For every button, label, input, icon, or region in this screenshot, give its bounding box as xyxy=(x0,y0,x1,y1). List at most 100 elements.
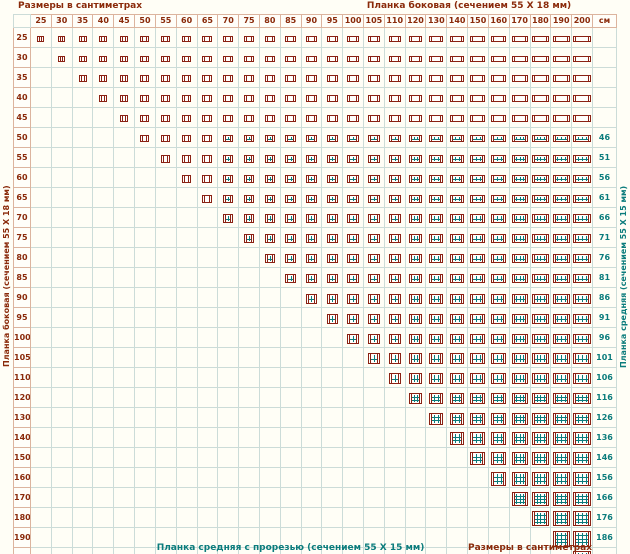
frame-icon xyxy=(409,234,423,243)
side-plank-line xyxy=(125,56,127,61)
row-header: 75 xyxy=(13,227,31,248)
middle-plank-slotted-line xyxy=(288,198,294,200)
frame-icon xyxy=(285,194,297,203)
frame-icon xyxy=(409,393,423,404)
middle-plank-slotted-line xyxy=(432,258,441,260)
empty-cell xyxy=(50,527,73,548)
middle-plank-slotted-line xyxy=(555,378,567,380)
frame-icon xyxy=(552,55,570,62)
frame-icon xyxy=(409,313,423,324)
frame-icon xyxy=(450,55,465,62)
side-plank-line xyxy=(313,56,315,61)
frame-icon xyxy=(531,353,549,364)
frame-icon xyxy=(182,75,192,82)
middle-plank-slotted-line xyxy=(576,521,589,523)
frame-icon xyxy=(552,254,570,263)
side-plank-line xyxy=(440,96,442,101)
side-plank-line xyxy=(533,354,535,363)
size-cell xyxy=(446,67,469,88)
side-plank-line xyxy=(376,275,378,282)
size-cell xyxy=(487,107,510,128)
side-plank-line xyxy=(246,235,248,242)
side-plank-line xyxy=(397,314,399,323)
side-plank-line xyxy=(163,36,165,41)
empty-cell xyxy=(217,347,240,368)
frame-icon xyxy=(244,35,255,42)
side-plank-line xyxy=(554,294,556,303)
middle-plank-slotted-line xyxy=(534,397,546,398)
side-plank-line xyxy=(251,215,253,222)
empty-cell xyxy=(113,187,136,208)
size-cell xyxy=(175,47,198,68)
frame-icon xyxy=(285,75,297,82)
side-plank-line xyxy=(493,136,495,141)
side-plank-line xyxy=(482,215,484,222)
side-plank-line xyxy=(431,314,433,323)
side-plank-line xyxy=(184,175,186,182)
side-plank-line xyxy=(588,255,590,262)
side-plank-line xyxy=(503,413,505,424)
empty-cell xyxy=(50,127,73,148)
size-cell xyxy=(363,47,385,68)
middle-plank-slotted-line xyxy=(514,378,525,380)
empty-cell xyxy=(217,487,240,508)
size-cell xyxy=(383,307,406,328)
frame-icon xyxy=(367,174,380,183)
middle-plank-slotted-line xyxy=(534,198,546,200)
middle-plank-line xyxy=(544,473,546,484)
frame-icon xyxy=(326,135,338,142)
middle-plank-slotted-line xyxy=(555,338,567,340)
empty-cell xyxy=(238,287,260,308)
side-plank-line xyxy=(101,36,103,41)
side-plank-line xyxy=(575,394,577,403)
side-plank-line xyxy=(419,76,421,81)
side-plank-line xyxy=(287,116,289,121)
side-plank-line xyxy=(440,116,442,121)
side-plank-line xyxy=(188,96,190,101)
side-plank-line xyxy=(390,136,392,141)
side-plank-line xyxy=(461,235,463,242)
side-plank-line xyxy=(588,76,590,81)
side-plank-line xyxy=(566,354,568,363)
side-plank-line xyxy=(230,56,232,61)
frame-icon xyxy=(552,333,570,344)
size-cell xyxy=(550,387,573,408)
row-header: 200 xyxy=(13,547,31,554)
middle-plank-line xyxy=(516,434,518,443)
middle-plank-slotted-line xyxy=(432,378,441,380)
middle-plank-slotted-line xyxy=(391,358,398,360)
frame-icon xyxy=(552,293,570,304)
side-plank-line xyxy=(452,394,454,403)
side-plank-line xyxy=(472,56,474,61)
middle-plank-slotted-line xyxy=(391,158,398,160)
side-plank-line xyxy=(287,136,289,141)
row-header: 90 xyxy=(13,287,31,308)
side-plank-line xyxy=(482,56,484,61)
middle-plank-line xyxy=(519,395,521,402)
frame-icon xyxy=(347,135,360,142)
side-plank-line xyxy=(440,155,442,162)
side-plank-line xyxy=(328,56,330,61)
size-cell xyxy=(425,107,448,128)
size-cell xyxy=(404,47,427,68)
side-plank-line xyxy=(328,275,330,282)
size-cell xyxy=(550,207,573,228)
side-plank-line xyxy=(452,294,454,303)
frame-icon xyxy=(409,274,423,283)
size-cell xyxy=(175,67,198,88)
side-plank-line xyxy=(356,334,358,343)
middle-plank-slotted-line xyxy=(555,198,567,200)
size-cell xyxy=(363,247,385,268)
size-cell xyxy=(258,247,281,268)
empty-cell xyxy=(467,467,489,488)
side-plank-line xyxy=(334,56,336,61)
side-plank-line xyxy=(122,76,124,81)
side-plank-line xyxy=(482,136,484,141)
size-cell xyxy=(238,227,260,248)
middle-plank-slotted-line xyxy=(412,298,420,300)
row-header: 70 xyxy=(13,207,31,228)
size-cell xyxy=(529,87,552,108)
side-plank-line xyxy=(349,215,351,222)
side-plank-line xyxy=(452,413,454,424)
side-plank-line xyxy=(461,294,463,303)
